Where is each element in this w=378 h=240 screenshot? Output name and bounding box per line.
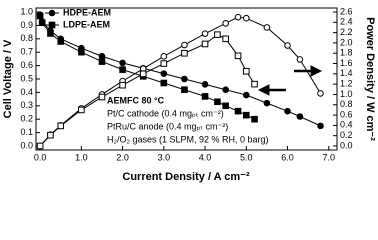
x-axis-title: Current Density / A cm⁻² xyxy=(122,171,250,183)
data-point xyxy=(181,49,188,57)
x-tick-label: 4.0 xyxy=(199,152,212,162)
data-point xyxy=(98,93,106,101)
data-point xyxy=(47,131,54,139)
legend-marker xyxy=(48,9,56,17)
data-point xyxy=(160,53,168,60)
series-line xyxy=(39,15,255,120)
data-point xyxy=(242,14,250,22)
data-point xyxy=(201,81,209,88)
data-point xyxy=(234,52,242,60)
annotation: PtRu/C anode (0.4 mgₚₜ cm⁻²) xyxy=(107,121,228,131)
y2-tick-label: 0.6 xyxy=(340,109,353,119)
y-axis-title: Cell Voltage / V xyxy=(2,39,14,118)
data-point xyxy=(119,81,126,89)
data-point xyxy=(139,70,147,78)
data-point xyxy=(222,86,229,94)
data-point xyxy=(214,98,221,106)
y-tick-label: 0.2 xyxy=(20,114,33,124)
data-point xyxy=(181,86,188,94)
data-point xyxy=(296,113,304,120)
data-point xyxy=(47,30,54,37)
data-point xyxy=(201,93,209,100)
y2-tick-label: 0.0 xyxy=(340,140,353,150)
y2-tick-label: 2.4 xyxy=(340,17,353,27)
y2-tick-label: 0.8 xyxy=(340,99,353,109)
data-point xyxy=(201,40,209,48)
data-point xyxy=(242,91,250,99)
data-point xyxy=(36,12,44,20)
y-tick-label: 0.8 xyxy=(20,33,33,43)
data-point xyxy=(242,67,250,75)
x-tick-label: 6.0 xyxy=(281,152,294,162)
data-point xyxy=(160,60,168,67)
y2-tick-label: 1.0 xyxy=(340,89,353,99)
y2-tick-label: 2.0 xyxy=(340,37,353,47)
x-tick-label: 5.0 xyxy=(240,152,253,162)
y-tick-label: 0.6 xyxy=(20,60,33,70)
data-point xyxy=(317,122,324,130)
data-point xyxy=(234,13,242,21)
arrow-left xyxy=(257,84,286,96)
data-point xyxy=(222,35,229,43)
data-point xyxy=(57,38,65,45)
data-point xyxy=(251,115,258,123)
data-point xyxy=(57,122,65,130)
y-tick-label: 0.0 xyxy=(20,140,33,150)
data-point xyxy=(181,75,188,83)
annotation: Pt/C cathode (0.4 mgₚₜ cm⁻²) xyxy=(107,108,224,118)
x-tick-label: 7.0 xyxy=(322,152,335,162)
y-tick-label: 1.0 xyxy=(20,6,33,16)
x-tick-label: 1.0 xyxy=(75,152,88,162)
y2-tick-label: 1.4 xyxy=(340,68,353,78)
y2-tick-label: 0.4 xyxy=(340,120,353,130)
data-point xyxy=(234,107,242,115)
data-point xyxy=(98,58,106,65)
data-point xyxy=(98,52,106,60)
data-point xyxy=(160,70,168,77)
legend-marker xyxy=(48,21,56,29)
arrow-right xyxy=(294,65,323,77)
x-tick-label: 2.0 xyxy=(116,152,129,162)
y2-tick-label: 1.8 xyxy=(340,48,353,58)
y-tick-label: 0.1 xyxy=(20,127,33,137)
data-point xyxy=(317,90,324,97)
data-point xyxy=(78,48,85,56)
data-point xyxy=(181,41,188,49)
legend-label: LDPE-AEM xyxy=(63,19,110,29)
y2-tick-label: 2.6 xyxy=(340,6,353,16)
chart: Current Density / A cm⁻² Cell Voltage / … xyxy=(2,6,376,183)
y-tick-label: 0.5 xyxy=(20,73,33,83)
data-point xyxy=(284,107,291,115)
annotation: AEMFC 80 °C xyxy=(107,95,165,105)
data-point xyxy=(38,19,46,27)
y2-tick-label: 1.2 xyxy=(340,79,353,89)
data-point xyxy=(119,59,126,67)
data-point xyxy=(296,56,304,63)
data-point xyxy=(242,111,250,119)
data-point xyxy=(119,66,126,73)
y-tick-label: 0.7 xyxy=(20,47,33,57)
data-point xyxy=(78,106,85,114)
legend-label: HDPE-AEM xyxy=(63,7,111,17)
data-point xyxy=(214,31,221,38)
data-point xyxy=(263,99,271,107)
y-tick-label: 0.9 xyxy=(20,20,33,30)
y2-tick-label: 0.2 xyxy=(340,130,353,140)
y-tick-label: 0.3 xyxy=(20,100,33,110)
data-point xyxy=(201,30,209,37)
data-point xyxy=(284,42,291,49)
data-point xyxy=(263,24,271,31)
y2-tick-label: 2.2 xyxy=(340,27,353,37)
data-point xyxy=(36,142,44,150)
data-point xyxy=(222,102,229,110)
y-tick-label: 0.4 xyxy=(20,87,33,97)
data-point xyxy=(251,80,258,88)
y2-axis-title: Power Density / W cm⁻² xyxy=(364,17,376,141)
annotation: H₂/O₂ gases (1 SLPM, 92 % RH, 0 barg) xyxy=(107,134,269,144)
x-tick-label: 0.0 xyxy=(34,152,47,162)
data-point xyxy=(160,79,168,87)
y2-tick-label: 1.6 xyxy=(340,58,353,68)
data-point xyxy=(222,20,229,27)
x-tick-label: 3.0 xyxy=(158,152,171,162)
